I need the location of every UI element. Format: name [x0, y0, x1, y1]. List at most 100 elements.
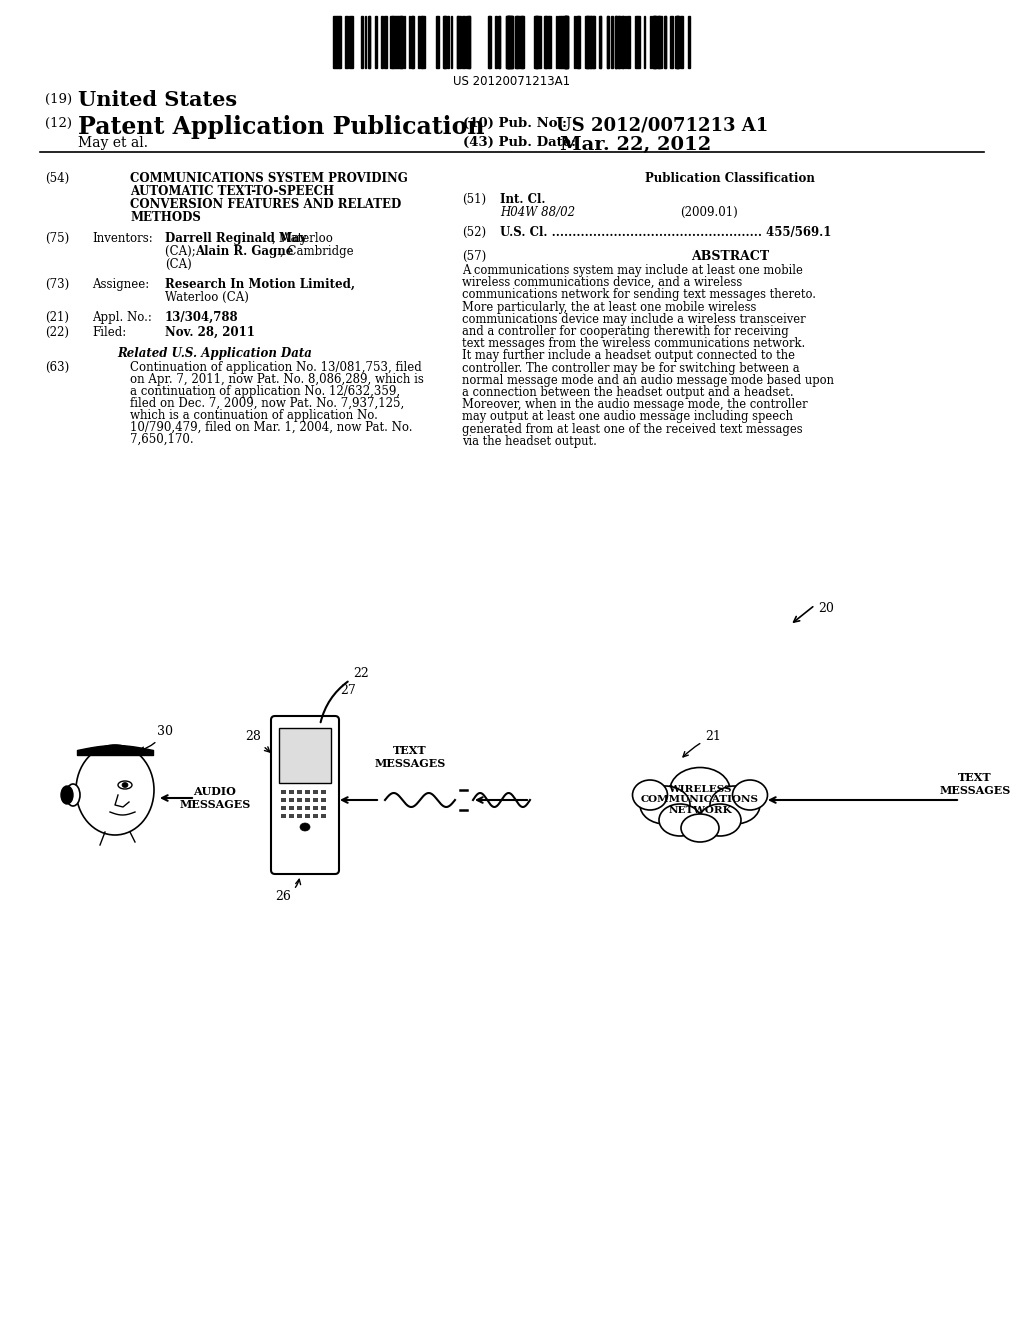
Bar: [418, 16, 420, 69]
Bar: [321, 799, 326, 803]
Bar: [297, 814, 302, 818]
Text: (57): (57): [462, 249, 486, 263]
Bar: [436, 16, 437, 69]
Bar: [412, 16, 413, 69]
Text: 28: 28: [245, 730, 269, 752]
Text: (12): (12): [45, 117, 72, 129]
Bar: [578, 16, 579, 69]
Text: Alain R. Gagne: Alain R. Gagne: [195, 246, 293, 257]
Bar: [412, 16, 414, 69]
Text: More particularly, the at least one mobile wireless: More particularly, the at least one mobi…: [462, 301, 757, 314]
Text: (CA);: (CA);: [165, 246, 200, 257]
Bar: [659, 16, 662, 69]
Text: 30: 30: [139, 725, 173, 752]
Text: which is a continuation of application No.: which is a continuation of application N…: [130, 409, 378, 422]
Bar: [384, 16, 387, 69]
Text: Waterloo (CA): Waterloo (CA): [165, 290, 249, 304]
Text: may output at least one audio message including speech: may output at least one audio message in…: [462, 411, 793, 424]
Bar: [281, 799, 286, 803]
Text: (73): (73): [45, 279, 70, 290]
Ellipse shape: [659, 804, 701, 836]
Bar: [488, 16, 489, 69]
Text: (63): (63): [45, 360, 70, 374]
Bar: [339, 16, 340, 69]
Text: May et al.: May et al.: [78, 136, 148, 150]
Bar: [506, 16, 509, 69]
Bar: [447, 16, 449, 69]
Bar: [506, 16, 509, 69]
Bar: [636, 16, 637, 69]
Bar: [400, 16, 403, 69]
Bar: [550, 16, 551, 69]
Text: (2009.01): (2009.01): [680, 206, 737, 219]
Bar: [650, 16, 651, 69]
Text: and a controller for cooperating therewith for receiving: and a controller for cooperating therewi…: [462, 325, 788, 338]
Text: , Waterloo: , Waterloo: [272, 232, 333, 246]
Bar: [321, 807, 326, 810]
Bar: [654, 16, 655, 69]
Bar: [565, 16, 567, 69]
Bar: [676, 16, 677, 69]
Bar: [672, 16, 674, 69]
Text: Patent Application Publication: Patent Application Publication: [78, 115, 484, 139]
Bar: [468, 16, 470, 69]
Bar: [281, 807, 286, 810]
Text: United States: United States: [78, 90, 238, 110]
Text: communications network for sending text messages thereto.: communications network for sending text …: [462, 288, 816, 301]
Bar: [688, 16, 690, 69]
Bar: [515, 16, 519, 69]
Text: (51): (51): [462, 193, 486, 206]
Bar: [561, 16, 563, 69]
Text: Related U.S. Application Data: Related U.S. Application Data: [118, 347, 312, 360]
Bar: [376, 16, 377, 69]
Bar: [607, 16, 608, 69]
Bar: [592, 16, 595, 69]
Bar: [545, 16, 549, 69]
Text: A communications system may include at least one mobile: A communications system may include at l…: [462, 264, 803, 277]
Bar: [403, 16, 406, 69]
Text: on Apr. 7, 2011, now Pat. No. 8,086,289, which is: on Apr. 7, 2011, now Pat. No. 8,086,289,…: [130, 374, 424, 385]
Bar: [563, 16, 565, 69]
Text: Mar. 22, 2012: Mar. 22, 2012: [560, 136, 712, 154]
Ellipse shape: [732, 780, 768, 810]
Bar: [394, 16, 395, 69]
Bar: [391, 16, 394, 69]
Bar: [566, 16, 568, 69]
Text: 22: 22: [353, 667, 369, 680]
Bar: [587, 16, 589, 69]
Bar: [579, 16, 580, 69]
Bar: [625, 16, 626, 69]
Bar: [340, 16, 341, 69]
Text: (CA): (CA): [165, 257, 191, 271]
Text: Assignee:: Assignee:: [92, 279, 150, 290]
Text: U.S. Cl. ................................................... 455/569.1: U.S. Cl. ...............................…: [500, 226, 831, 239]
Ellipse shape: [300, 822, 310, 832]
Bar: [508, 16, 511, 69]
Text: (43) Pub. Date:: (43) Pub. Date:: [463, 136, 575, 149]
Ellipse shape: [66, 784, 80, 807]
Bar: [443, 16, 446, 69]
Bar: [507, 16, 510, 69]
Bar: [365, 16, 366, 69]
Text: text messages from the wireless communications network.: text messages from the wireless communic…: [462, 337, 805, 350]
Bar: [535, 16, 537, 69]
Bar: [671, 16, 672, 69]
Text: Int. Cl.: Int. Cl.: [500, 193, 546, 206]
Text: H04W 88/02: H04W 88/02: [500, 206, 575, 219]
Text: Darrell Reginald May: Darrell Reginald May: [165, 232, 306, 246]
Bar: [565, 16, 567, 69]
Text: 20: 20: [818, 602, 834, 615]
Bar: [558, 16, 561, 69]
Bar: [499, 16, 500, 69]
Bar: [637, 16, 638, 69]
Bar: [421, 16, 422, 69]
Bar: [599, 16, 601, 69]
Bar: [297, 807, 302, 810]
Bar: [653, 16, 654, 69]
Bar: [658, 16, 660, 69]
Text: (52): (52): [462, 226, 486, 239]
Text: 13/304,788: 13/304,788: [165, 312, 239, 323]
Bar: [466, 16, 470, 69]
Bar: [573, 16, 575, 69]
Text: ABSTRACT: ABSTRACT: [691, 249, 769, 263]
